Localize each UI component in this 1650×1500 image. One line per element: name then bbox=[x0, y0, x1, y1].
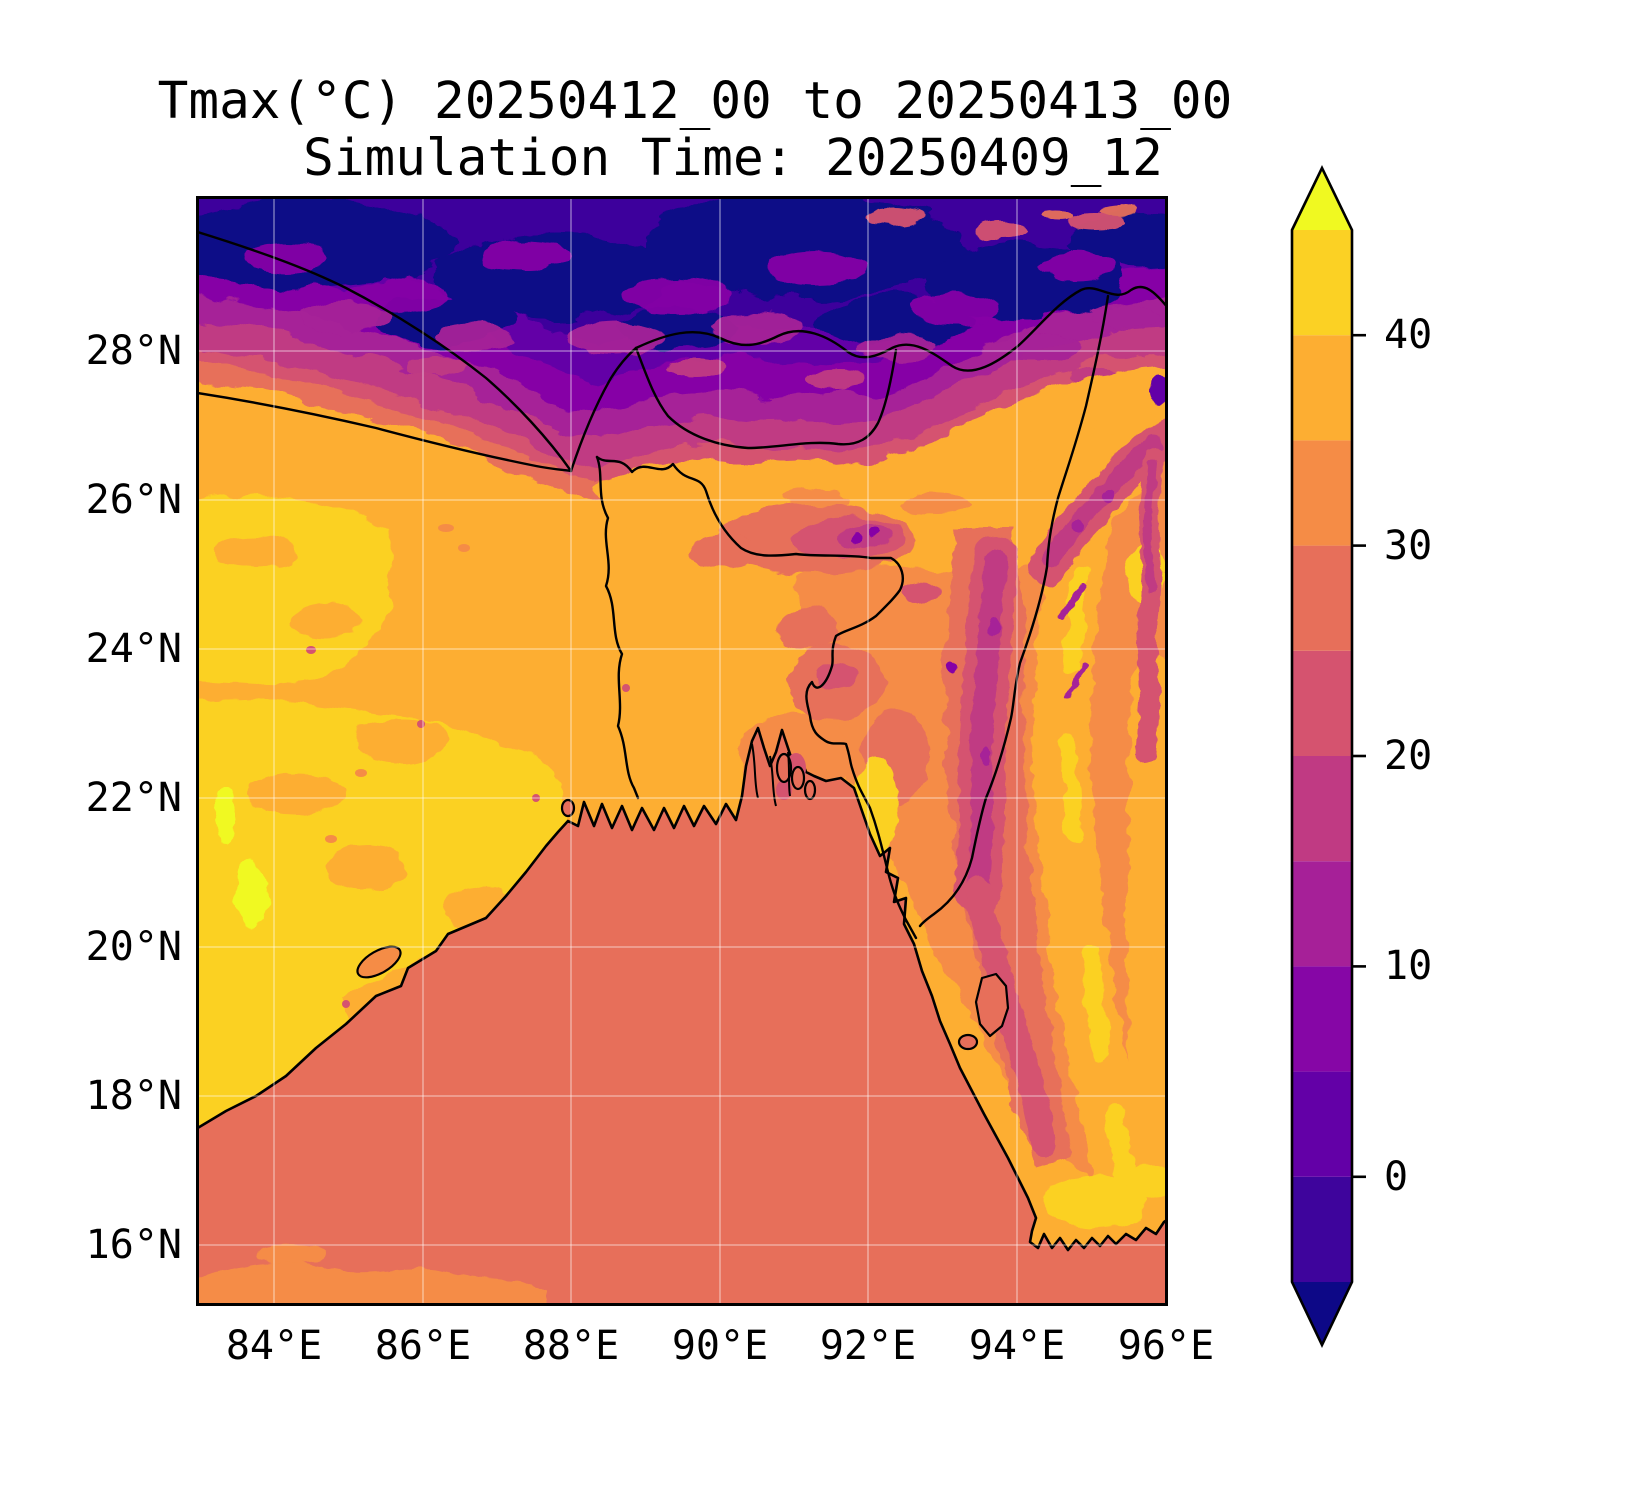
estuary-cool-patch bbox=[776, 780, 792, 800]
border-nepal-south bbox=[196, 391, 573, 473]
cb-tick-0: 0 bbox=[1384, 1154, 1409, 1200]
colorbar-outline bbox=[1290, 165, 1354, 1349]
colorbar bbox=[1290, 165, 1366, 1349]
cb-tick-20: 20 bbox=[1384, 733, 1433, 779]
y-tick-16n: 16°N bbox=[85, 1222, 182, 1268]
x-tick-96e: 96°E bbox=[1117, 1323, 1215, 1369]
border-sikkim-east bbox=[569, 346, 638, 473]
cb-tick-40: 40 bbox=[1384, 312, 1433, 358]
border-bhutan-south bbox=[634, 346, 898, 450]
y-tick-18n: 18°N bbox=[85, 1073, 182, 1119]
y-tick-28n: 28°N bbox=[85, 328, 182, 374]
cb-tick-10: 10 bbox=[1384, 943, 1433, 989]
y-tick-24n: 24°N bbox=[85, 626, 182, 672]
colorbar-seg-20-25 bbox=[1292, 650, 1352, 756]
border-india-myanmar bbox=[918, 294, 1110, 928]
colorbar-under-arrow bbox=[1292, 1282, 1352, 1345]
x-tick-86e: 86°E bbox=[374, 1323, 472, 1369]
colorbar-seg-25-30 bbox=[1292, 545, 1352, 651]
x-tick-94e: 94°E bbox=[968, 1323, 1066, 1369]
x-tick-92e: 92°E bbox=[819, 1323, 917, 1369]
colorbar-seg-35-40 bbox=[1292, 335, 1352, 441]
colorbar-seg-40-45 bbox=[1292, 230, 1352, 336]
naga-hills-ridge bbox=[1028, 375, 1168, 764]
colorbar-seg-30-35 bbox=[1292, 440, 1352, 546]
warm-coastal-water bbox=[196, 1262, 546, 1306]
cb-tick-30: 30 bbox=[1384, 523, 1433, 569]
colorbar-seg--5-0 bbox=[1292, 1176, 1352, 1282]
islands bbox=[356, 752, 1010, 1051]
plain-specks bbox=[306, 524, 630, 1008]
plot-title: Tmax(°C) 20250412_00 to 20250413_00 bbox=[157, 72, 1233, 131]
border-bangladesh-north-east bbox=[595, 455, 918, 940]
border-bangladesh-west bbox=[595, 455, 640, 800]
y-tick-20n: 20°N bbox=[85, 924, 182, 970]
colorbar-ticks bbox=[1352, 333, 1366, 1179]
warm-water-patch bbox=[257, 1244, 325, 1264]
colorbar-seg-10-15 bbox=[1292, 861, 1352, 967]
x-tick-84e: 84°E bbox=[225, 1323, 323, 1369]
colorbar-over-arrow bbox=[1292, 168, 1352, 230]
y-tick-26n: 26°N bbox=[85, 477, 182, 523]
x-tick-90e: 90°E bbox=[671, 1323, 769, 1369]
colorbar-seg-15-20 bbox=[1292, 756, 1352, 862]
colorbar-seg-0-5 bbox=[1292, 1071, 1352, 1177]
map-frame bbox=[196, 196, 1168, 1306]
country-borders bbox=[196, 230, 1168, 940]
border-nepal-north bbox=[196, 230, 573, 473]
plot-subtitle: Simulation Time: 20250409_12 bbox=[303, 129, 1163, 188]
temperature-map bbox=[196, 196, 1168, 1306]
colorbar-seg-5-10 bbox=[1292, 966, 1352, 1072]
border-himalaya-crest bbox=[634, 285, 1168, 372]
x-tick-88e: 88°E bbox=[522, 1323, 620, 1369]
estuary-channels bbox=[751, 743, 791, 807]
bay-of-bengal-sea bbox=[196, 726, 1168, 1306]
y-tick-22n: 22°N bbox=[85, 775, 182, 821]
chilika-lagoon bbox=[356, 945, 402, 979]
cold-band-mottling bbox=[246, 204, 1161, 387]
